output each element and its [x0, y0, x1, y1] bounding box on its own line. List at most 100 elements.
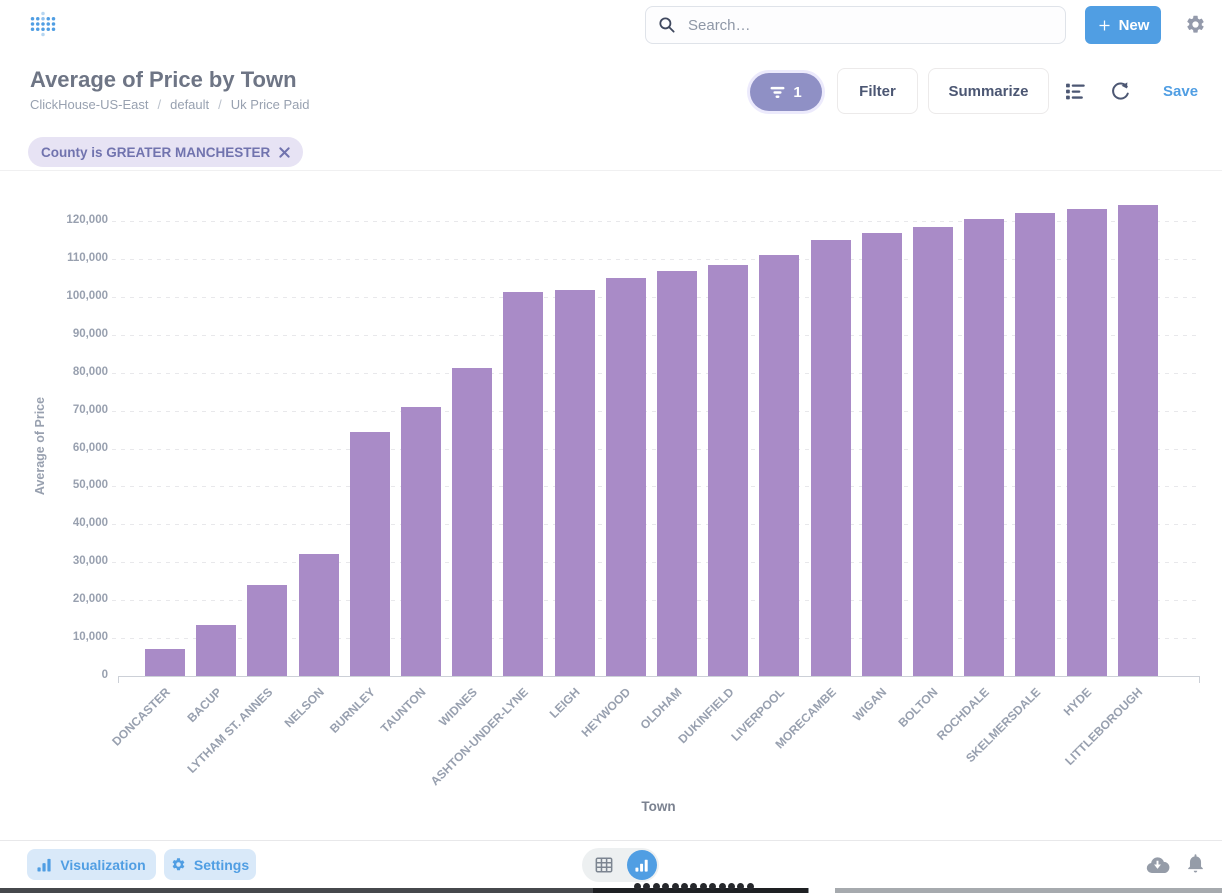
plus-icon [1097, 18, 1112, 33]
refresh-icon[interactable] [1110, 81, 1132, 103]
breadcrumb-database[interactable]: ClickHouse-US-East [30, 97, 149, 112]
download-icon[interactable] [1145, 855, 1170, 874]
bar[interactable] [861, 232, 902, 676]
background-window-edge [0, 888, 593, 893]
x-tick-text: WIDNES [436, 685, 481, 729]
x-axis-tick [1199, 676, 1200, 683]
gridline [112, 448, 1199, 450]
x-axis-title: Town [641, 799, 676, 814]
summarize-button[interactable]: Summarize [928, 68, 1049, 114]
x-tick-text: BACUP [184, 685, 225, 726]
background-window-edge [835, 888, 1222, 893]
bar[interactable] [759, 255, 800, 676]
background-window-dot [681, 883, 688, 890]
chart-view-icon[interactable] [627, 850, 657, 880]
bar[interactable] [964, 219, 1005, 676]
x-tick-text: LEIGH [546, 685, 583, 721]
bar[interactable] [401, 407, 441, 676]
new-button-label: New [1118, 16, 1150, 34]
search-icon [658, 16, 676, 34]
filter-count-pill[interactable]: 1 [750, 73, 822, 111]
bar[interactable] [657, 271, 697, 676]
breadcrumb-separator: / [157, 97, 162, 112]
x-axis-line [118, 676, 1199, 677]
x-axis-tick [118, 676, 119, 683]
bar[interactable] [810, 239, 851, 676]
gridline [112, 410, 1199, 412]
x-tick-text: TAUNTON [378, 685, 429, 736]
bar[interactable] [708, 264, 749, 676]
y-tick-label: 110,000 [67, 251, 108, 264]
save-button[interactable]: Save [1163, 83, 1199, 100]
bar[interactable] [554, 289, 595, 676]
x-tick-text: OLDHAM [637, 685, 685, 733]
visualization-button-label: Visualization [60, 856, 146, 873]
settings-button[interactable]: Settings [164, 849, 256, 880]
background-window-edge [808, 888, 809, 893]
gridline [112, 638, 1199, 640]
breadcrumb-schema[interactable]: default [170, 97, 210, 112]
gridline [112, 372, 1199, 374]
bar[interactable] [196, 624, 237, 676]
background-window-dot [737, 883, 745, 890]
bar[interactable] [913, 227, 953, 676]
bar[interactable] [247, 584, 288, 676]
x-tick-text: ASHTON-UNDER-LYNE [428, 685, 532, 789]
background-window-dot [634, 883, 641, 890]
search-input[interactable] [686, 15, 1053, 35]
search-bar[interactable] [645, 6, 1066, 44]
y-tick-label: 50,000 [72, 479, 108, 492]
bar[interactable] [1117, 205, 1158, 676]
background-window-dot [643, 883, 651, 890]
remove-filter-icon[interactable] [279, 146, 290, 158]
gridline [112, 562, 1199, 564]
gridline [112, 486, 1199, 488]
breadcrumb-separator: / [218, 97, 222, 112]
filter-button[interactable]: Filter [837, 68, 918, 114]
x-tick-text: NELSON [281, 685, 327, 731]
metabase-logo[interactable] [29, 9, 57, 39]
y-tick-label: 20,000 [72, 593, 108, 606]
filter-chip[interactable]: County is GREATER MANCHESTER [28, 137, 304, 167]
gridline [112, 258, 1199, 260]
background-window-dot [671, 883, 679, 890]
x-tick-text: BOLTON [895, 685, 941, 730]
y-tick-label: 120,000 [66, 214, 108, 226]
admin-gear-icon[interactable] [1185, 14, 1206, 35]
background-window-dot [699, 883, 707, 890]
filter-button-label: Filter [859, 82, 896, 100]
gridline [112, 296, 1199, 298]
visualization-button[interactable]: Visualization [27, 849, 156, 880]
notifications-bell-icon[interactable] [1186, 852, 1205, 874]
background-window-dot [709, 883, 717, 890]
table-chart-toggle[interactable] [582, 848, 659, 882]
y-tick-label: 90,000 [72, 327, 108, 340]
new-button[interactable]: New [1085, 6, 1161, 44]
bar-chart-icon [37, 857, 52, 872]
summarize-button-label: Summarize [948, 82, 1029, 100]
bar[interactable] [1015, 213, 1056, 676]
x-tick-text: BURNLEY [326, 685, 378, 736]
bar[interactable] [145, 649, 185, 676]
y-tick-label: 70,000 [72, 403, 108, 416]
metabase-logo-icon [30, 11, 56, 37]
bar[interactable] [605, 277, 646, 676]
y-tick-label: 10,000 [72, 631, 108, 644]
section-divider [0, 170, 1222, 171]
table-view-icon[interactable] [595, 856, 613, 874]
notebook-editor-icon[interactable] [1065, 81, 1087, 103]
gridline [112, 600, 1199, 602]
breadcrumb-table[interactable]: Uk Price Paid [230, 97, 310, 112]
bar[interactable] [1066, 209, 1107, 676]
background-window-dot [652, 883, 660, 890]
filter-count: 1 [793, 83, 802, 101]
bar[interactable] [452, 368, 493, 676]
background-window-dot [746, 883, 754, 890]
x-tick-text: DONCASTER [109, 685, 173, 749]
bar[interactable] [503, 291, 544, 676]
y-tick-label: 100,000 [66, 289, 108, 302]
page-title: Average of Price by Town [30, 67, 297, 92]
bar[interactable] [349, 432, 390, 676]
bar[interactable] [298, 554, 339, 676]
settings-button-label: Settings [193, 856, 250, 873]
